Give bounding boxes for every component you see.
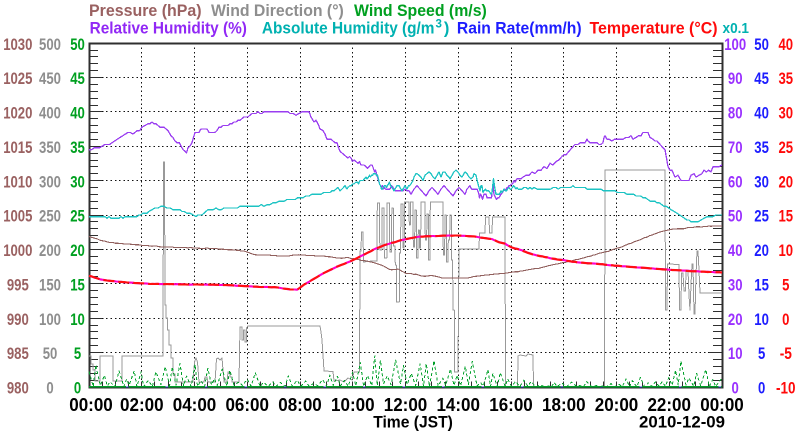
svg-text:35: 35: [754, 139, 769, 157]
svg-text:-10: -10: [776, 380, 796, 398]
svg-text:Rain Rate(mm/h): Rain Rate(mm/h): [457, 20, 582, 38]
svg-text:100: 100: [724, 36, 746, 54]
svg-text:1005: 1005: [3, 208, 32, 226]
svg-text:08:00: 08:00: [278, 395, 322, 415]
svg-text:0: 0: [782, 311, 789, 329]
svg-text:50: 50: [70, 36, 85, 54]
svg-text:00:00: 00:00: [69, 395, 113, 415]
svg-text:70: 70: [728, 139, 743, 157]
svg-text:985: 985: [7, 345, 29, 363]
svg-text:0: 0: [732, 380, 739, 398]
svg-text:10: 10: [70, 311, 85, 329]
svg-text:30: 30: [728, 277, 743, 295]
svg-text:-5: -5: [780, 345, 792, 363]
svg-text:35: 35: [779, 70, 794, 88]
svg-text:20: 20: [728, 311, 743, 329]
svg-text:16:00: 16:00: [489, 395, 533, 415]
svg-text:20: 20: [779, 173, 794, 191]
svg-text:1000: 1000: [3, 242, 32, 260]
svg-text:0: 0: [46, 380, 53, 398]
svg-text:0: 0: [758, 380, 765, 398]
svg-text:15: 15: [779, 208, 794, 226]
svg-text:Time (JST): Time (JST): [373, 412, 453, 431]
svg-text:1015: 1015: [3, 139, 32, 157]
svg-text:3: 3: [436, 19, 442, 31]
svg-text:150: 150: [39, 277, 61, 295]
svg-text:Absolute Humidity (g/m: Absolute Humidity (g/m: [262, 20, 435, 38]
svg-text:250: 250: [39, 208, 61, 226]
svg-text:500: 500: [39, 36, 61, 54]
svg-text:1025: 1025: [3, 70, 32, 88]
svg-text:5: 5: [758, 345, 765, 363]
svg-text:10: 10: [754, 311, 769, 329]
svg-text:450: 450: [39, 70, 61, 88]
svg-text:1030: 1030: [3, 36, 32, 54]
svg-text:Wind Direction (°): Wind Direction (°): [211, 2, 344, 20]
svg-text:50: 50: [728, 208, 743, 226]
svg-text:40: 40: [779, 36, 794, 54]
svg-text:22:00: 22:00: [647, 395, 691, 415]
svg-text:Wind Speed (m/s): Wind Speed (m/s): [354, 2, 487, 20]
svg-text:50: 50: [754, 36, 769, 54]
svg-text:10: 10: [779, 242, 794, 260]
svg-text:60: 60: [728, 173, 743, 191]
svg-text:30: 30: [70, 173, 85, 191]
svg-text:0: 0: [74, 380, 81, 398]
svg-text:990: 990: [7, 311, 29, 329]
svg-text:20: 20: [70, 242, 85, 260]
svg-text:40: 40: [754, 105, 769, 123]
svg-text:35: 35: [70, 139, 85, 157]
svg-text:980: 980: [7, 380, 29, 398]
svg-text:40: 40: [70, 105, 85, 123]
svg-text:x0.1: x0.1: [723, 21, 750, 37]
svg-text:200: 200: [39, 242, 61, 260]
svg-text:45: 45: [754, 70, 769, 88]
svg-text:Relative Humidity (%): Relative Humidity (%): [90, 20, 247, 38]
svg-text:10: 10: [728, 345, 743, 363]
svg-text:20:00: 20:00: [595, 395, 639, 415]
svg-text:15: 15: [754, 277, 769, 295]
svg-text:5: 5: [782, 277, 789, 295]
svg-text:100: 100: [39, 311, 61, 329]
svg-text:1020: 1020: [3, 105, 32, 123]
svg-text:10:00: 10:00: [331, 395, 375, 415]
svg-text:12:00: 12:00: [384, 395, 428, 415]
svg-text:25: 25: [754, 208, 769, 226]
svg-text:45: 45: [70, 70, 85, 88]
svg-text:90: 90: [728, 70, 743, 88]
svg-text:30: 30: [779, 105, 794, 123]
svg-text:04:00: 04:00: [173, 395, 217, 415]
svg-text:15: 15: [70, 277, 85, 295]
svg-text:350: 350: [39, 139, 61, 157]
svg-text:2010-12-09: 2010-12-09: [639, 412, 725, 431]
svg-text:06:00: 06:00: [225, 395, 269, 415]
svg-text:40: 40: [728, 242, 743, 260]
svg-text:Pressure (hPa): Pressure (hPa): [89, 2, 202, 20]
svg-text:25: 25: [70, 208, 85, 226]
svg-text:18:00: 18:00: [542, 395, 586, 415]
svg-text:02:00: 02:00: [120, 395, 164, 415]
svg-text:50: 50: [43, 345, 58, 363]
svg-text:80: 80: [728, 105, 743, 123]
svg-text:300: 300: [39, 173, 61, 191]
svg-text:995: 995: [7, 277, 29, 295]
svg-text:00:00: 00:00: [700, 395, 744, 415]
svg-text:30: 30: [754, 173, 769, 191]
svg-text:20: 20: [754, 242, 769, 260]
svg-text:Temperature (°C): Temperature (°C): [590, 20, 718, 38]
svg-text:1010: 1010: [3, 173, 32, 191]
svg-text:25: 25: [779, 139, 794, 157]
svg-text:): ): [444, 20, 450, 38]
svg-text:14:00: 14:00: [436, 395, 480, 415]
svg-text:400: 400: [39, 105, 61, 123]
svg-text:5: 5: [74, 345, 81, 363]
